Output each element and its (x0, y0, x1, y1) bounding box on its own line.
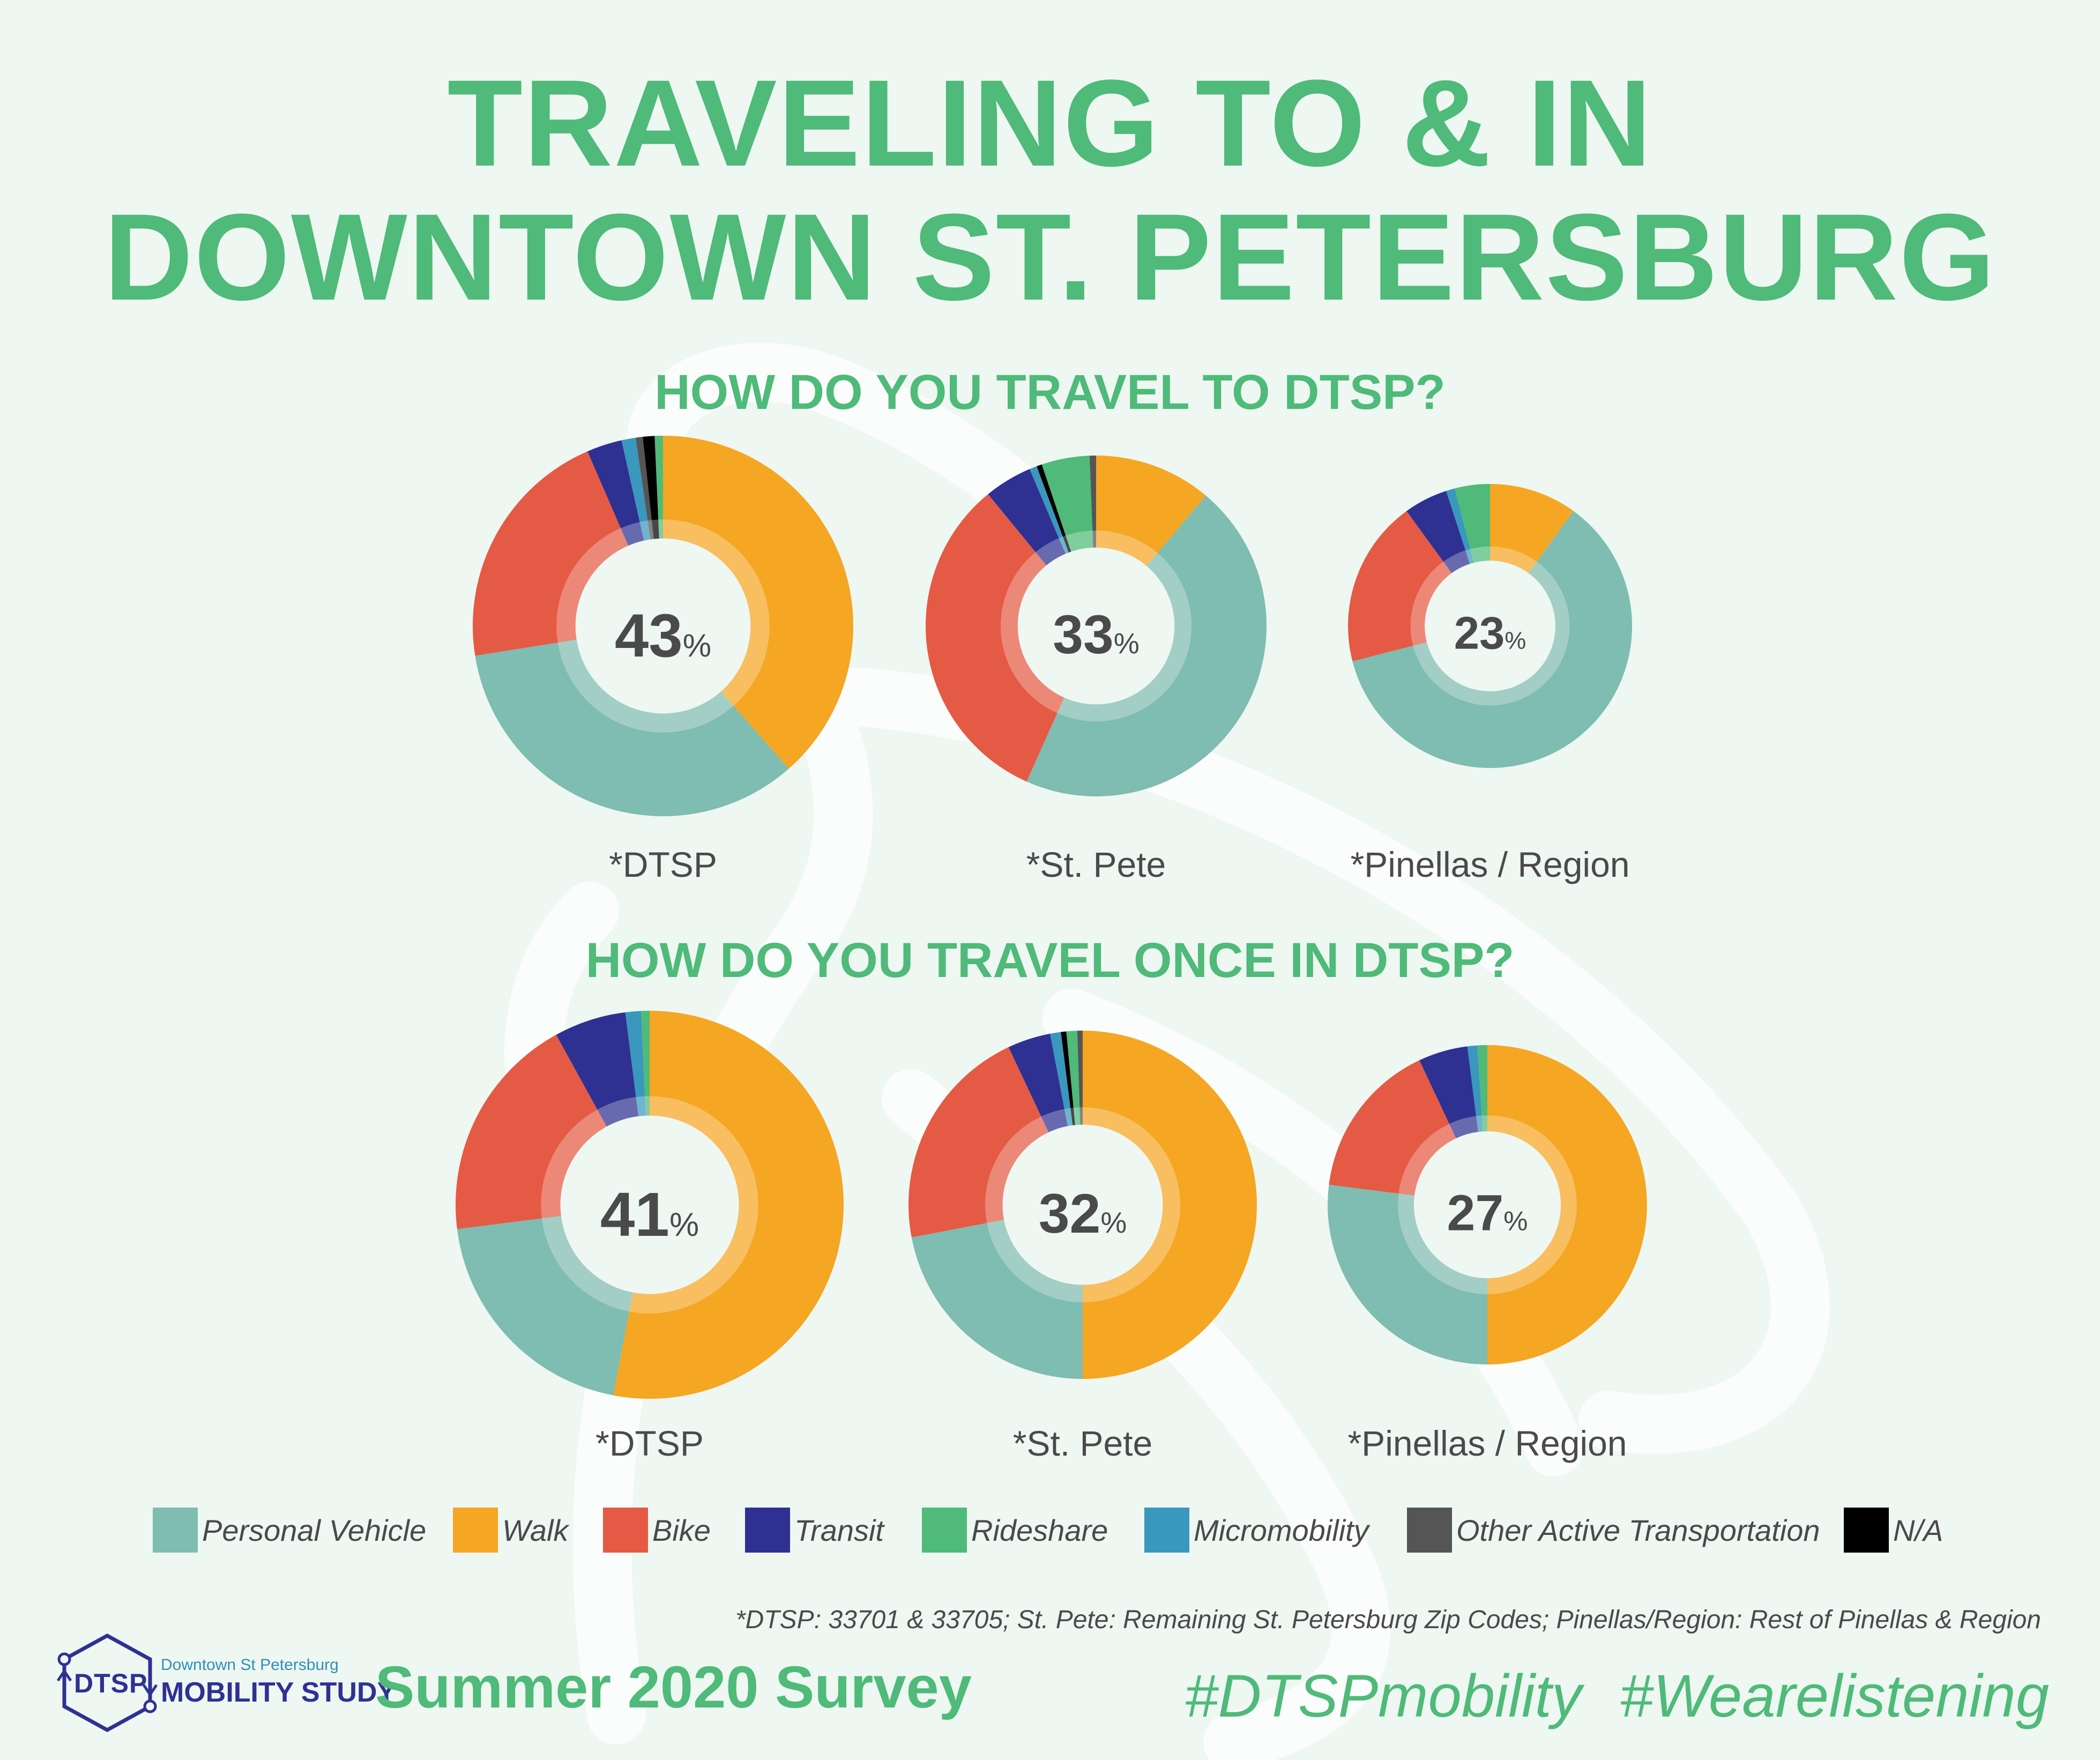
legend-label: Bike (652, 1513, 711, 1547)
logo-title: MOBILITY STUDY (161, 1677, 396, 1708)
chart-label-to-pinellas: *Pinellas / Region (1350, 845, 1630, 884)
legend-item-na: N/A (1844, 1506, 1943, 1554)
chart-label-to-dtsp: *DTSP (609, 845, 717, 884)
legend: Personal Vehicle Walk Bike Transit Rides… (0, 1506, 2100, 1560)
page-title-line-1: TRAVELING TO & IN (447, 54, 1653, 192)
legend-item-micromobility: Micromobility (1144, 1506, 1369, 1554)
legend-label: Other Active Transportation (1456, 1513, 1820, 1547)
legend-label: Micromobility (1194, 1513, 1369, 1547)
slice-personal-vehicle (475, 626, 789, 816)
legend-label: N/A (1893, 1513, 1943, 1547)
donut-hole (1425, 561, 1555, 691)
center-percentage: 27% (1447, 1185, 1528, 1242)
dtsp-logo: DTSP Downtown St Petersburg MOBILITY STU… (54, 1629, 396, 1736)
legend-label: Personal Vehicle (202, 1513, 427, 1547)
legend-swatch (922, 1508, 967, 1553)
survey-label: Summer 2020 Survey (375, 1654, 972, 1720)
legend-swatch (1144, 1508, 1189, 1553)
chart-label-in-st-pete: *St. Pete (1012, 1423, 1153, 1463)
slice-walk (1083, 1031, 1257, 1379)
chart-label-in-dtsp: *DTSP (595, 1423, 704, 1463)
question-travel-to: HOW DO YOU TRAVEL TO DTSP? (654, 365, 1446, 420)
legend-swatch (453, 1508, 498, 1553)
hashtags: #DTSPmobility #Wearelistening (1185, 1662, 2049, 1729)
legend-swatch (153, 1508, 198, 1553)
hexagon-logo-icon (56, 1634, 158, 1732)
chart-label-in-pinellas: *Pinellas / Region (1347, 1423, 1627, 1463)
logo-abbr: DTSP (74, 1668, 148, 1698)
donut-hole (575, 538, 751, 714)
slice-walk (1487, 1045, 1647, 1364)
donut-hole (560, 1115, 739, 1294)
legend-swatch (603, 1508, 648, 1553)
center-percentage: 43% (615, 602, 711, 670)
legend-label: Walk (502, 1513, 569, 1547)
legend-swatch (745, 1508, 790, 1553)
center-percentage: 41% (600, 1180, 699, 1249)
legend-swatch (1844, 1508, 1889, 1553)
center-percentage: 33% (1053, 604, 1139, 665)
center-percentage: 23% (1454, 608, 1526, 659)
legend-item-rideshare: Rideshare (922, 1506, 1108, 1554)
page-title-line-2: DOWNTOWN ST. PETERSBURG (103, 188, 1997, 326)
footnote: *DTSP: 33701 & 33705; St. Pete: Remainin… (735, 1606, 2041, 1634)
legend-item-other-active-transportation: Other Active Transportation (1407, 1506, 1820, 1554)
logo-subtitle: Downtown St Petersburg (161, 1656, 339, 1674)
legend-swatch (1407, 1508, 1452, 1553)
legend-item-transit: Transit (745, 1506, 884, 1554)
question-travel-in: HOW DO YOU TRAVEL ONCE IN DTSP? (585, 933, 1515, 988)
slice-bike (926, 494, 1096, 782)
center-percentage: 32% (1039, 1183, 1127, 1245)
donut-hole (1017, 547, 1175, 705)
legend-item-walk: Walk (453, 1506, 568, 1554)
legend-label: Transit (794, 1513, 884, 1547)
legend-item-personal-vehicle: Personal Vehicle (153, 1506, 426, 1554)
chart-label-to-st-pete: *St. Pete (1026, 845, 1166, 884)
donut-hole (1002, 1124, 1163, 1285)
legend-item-bike: Bike (603, 1506, 711, 1554)
donut-hole (1413, 1131, 1561, 1279)
legend-label: Rideshare (971, 1513, 1108, 1547)
slice-walk (663, 436, 853, 769)
